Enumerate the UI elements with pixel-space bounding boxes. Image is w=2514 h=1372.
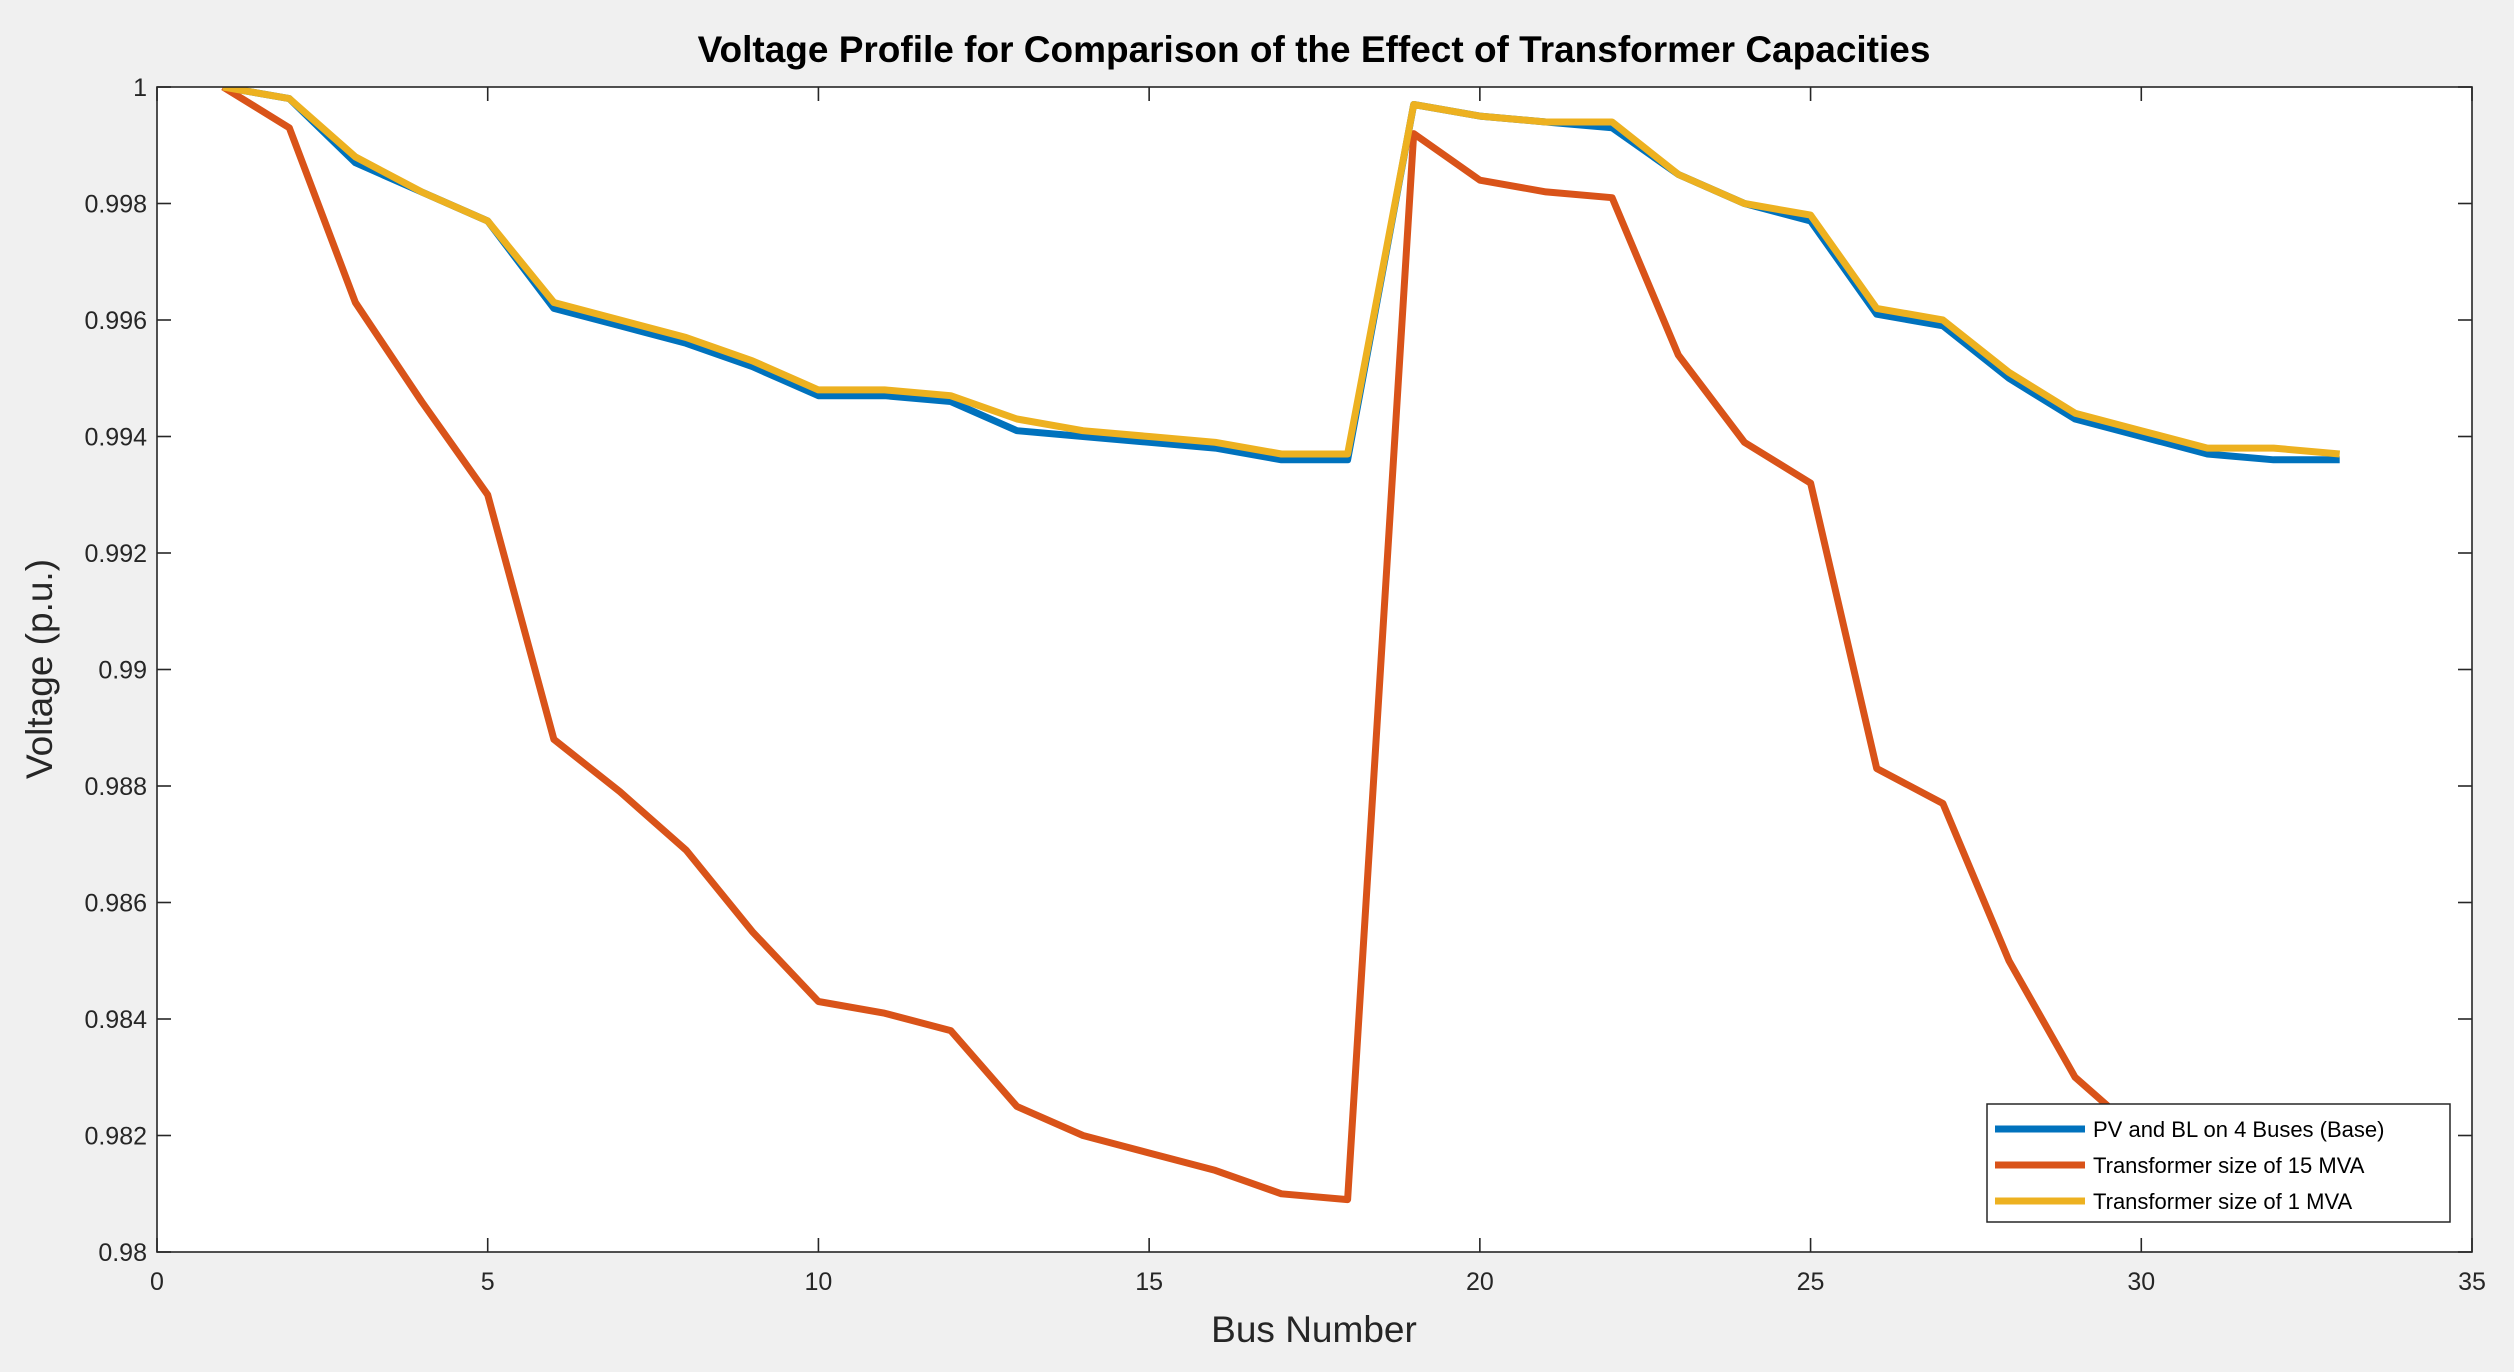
y-tick-label: 0.994 <box>84 424 147 452</box>
chart-title: Voltage Profile for Comparison of the Ef… <box>698 29 1931 70</box>
legend-label-3: Transformer size of 1 MVA <box>2093 1189 2353 1214</box>
x-tick-label: 30 <box>2127 1268 2155 1296</box>
x-tick-label: 20 <box>1466 1268 1494 1296</box>
x-tick-label: 25 <box>1797 1268 1825 1296</box>
y-tick-label: 0.992 <box>84 540 147 568</box>
x-axis-label: Bus Number <box>1211 1309 1417 1350</box>
y-tick-label: 0.99 <box>98 657 147 685</box>
legend-label-2: Transformer size of 15 MVA <box>2093 1153 2365 1178</box>
series-line-1 <box>222 87 2340 464</box>
series-line-2 <box>221 87 2341 1204</box>
y-tick-label: 0.988 <box>84 773 147 801</box>
y-tick-label: 0.986 <box>84 890 147 918</box>
x-tick-label: 15 <box>1135 1268 1163 1296</box>
chart-legend: PV and BL on 4 Buses (Base) Transformer s… <box>1986 1103 2451 1223</box>
x-tick-label: 35 <box>2458 1268 2486 1296</box>
x-tick-label: 5 <box>481 1268 495 1296</box>
y-tick-label: 0.984 <box>84 1006 147 1034</box>
y-axis-label: Voltage (p.u.) <box>19 559 60 779</box>
y-tick-label: 0.982 <box>84 1123 147 1151</box>
y-tick-label: 0.996 <box>84 307 147 335</box>
y-tick-label: 0.98 <box>98 1239 147 1267</box>
x-tick-label: 10 <box>805 1268 833 1296</box>
legend-label-1: PV and BL on 4 Buses (Base) <box>2093 1117 2384 1142</box>
plot-area <box>157 87 2472 1252</box>
x-tick-label: 0 <box>150 1268 164 1296</box>
y-tick-label: 0.998 <box>84 191 147 219</box>
y-tick-label: 1 <box>133 74 147 102</box>
series-line-3 <box>222 87 2341 458</box>
